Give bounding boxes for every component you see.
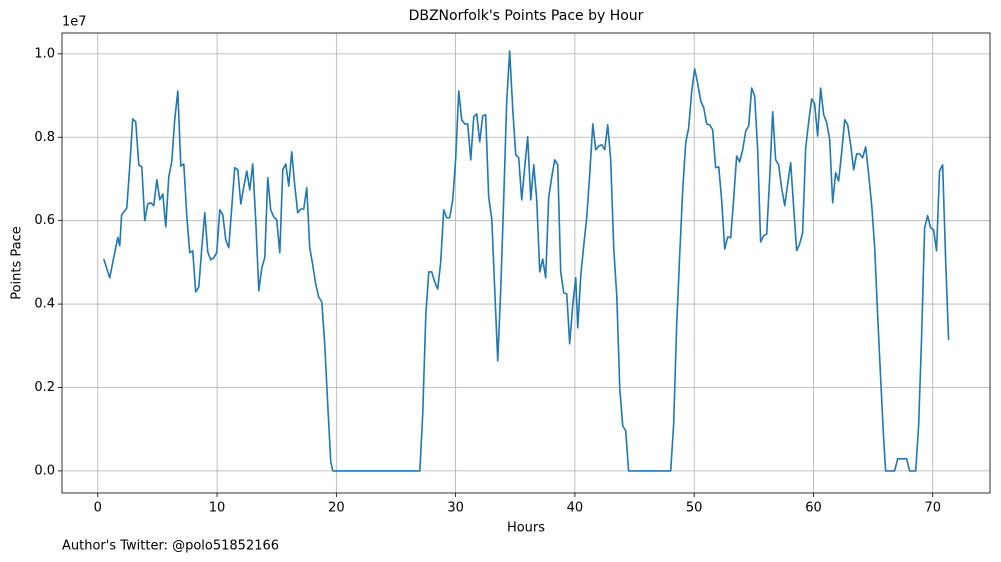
- y-tick-label: 0.0: [34, 463, 55, 478]
- x-tick-label: 20: [328, 501, 345, 516]
- x-tick-label: 60: [805, 501, 822, 516]
- y-tick-label: 0.6: [34, 213, 55, 228]
- footnote: Author's Twitter: @polo51852166: [62, 539, 279, 554]
- x-tick-label: 40: [567, 501, 584, 516]
- y-tick-label: 0.2: [34, 380, 55, 395]
- x-tick-label: 50: [686, 501, 703, 516]
- chart-title: DBZNorfolk's Points Pace by Hour: [409, 8, 644, 24]
- y-offset-label: 1e7: [62, 15, 87, 30]
- x-tick-label: 70: [924, 501, 941, 516]
- y-tick-label: 0.4: [34, 297, 55, 312]
- y-tick-label: 0.8: [34, 130, 55, 145]
- plot-frame: [61, 32, 991, 494]
- y-axis-label: Points Pace: [10, 226, 25, 300]
- y-tick-label: 1.0: [34, 46, 55, 61]
- data-line: [102, 50, 950, 472]
- x-tick-label: 10: [209, 501, 226, 516]
- x-tick-label: 0: [94, 501, 102, 516]
- x-tick-label: 30: [447, 501, 464, 516]
- x-axis-label: Hours: [507, 521, 545, 536]
